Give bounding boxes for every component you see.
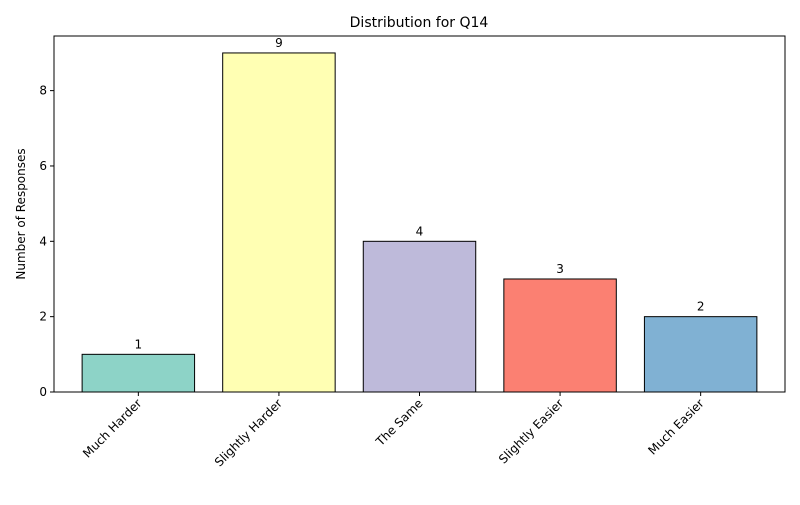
value-label: 1 (135, 337, 143, 351)
y-tick-label: 4 (39, 234, 47, 248)
value-label: 3 (556, 262, 564, 276)
value-label: 2 (697, 300, 705, 314)
x-tick-label: Slightly Easier (496, 396, 566, 466)
x-axis-ticks: Much Harder Slightly Harder The Same Slight… (80, 392, 707, 469)
bar-slightly-harder (223, 53, 335, 392)
y-tick-label: 6 (39, 159, 47, 173)
chart-title: Distribution for Q14 (350, 15, 489, 31)
bar-slightly-easier (504, 279, 616, 392)
y-tick-label: 2 (39, 310, 47, 324)
y-tick-label: 8 (39, 84, 47, 98)
x-tick-label: Much Easier (645, 396, 706, 457)
value-label: 9 (275, 36, 283, 50)
bars-layer (82, 53, 757, 392)
x-tick-label: The Same (372, 396, 425, 449)
y-axis-label: Number of Responses (14, 148, 28, 279)
x-tick-label: Slightly Harder (212, 396, 285, 469)
y-tick-label: 0 (39, 385, 47, 399)
x-tick-label: Much Harder (80, 396, 144, 460)
bar-much-harder (82, 354, 194, 392)
y-axis-ticks: 0 2 4 6 8 (39, 84, 54, 399)
value-label: 4 (416, 224, 424, 238)
bar-much-easier (644, 317, 756, 392)
bar-the-same (363, 241, 475, 392)
